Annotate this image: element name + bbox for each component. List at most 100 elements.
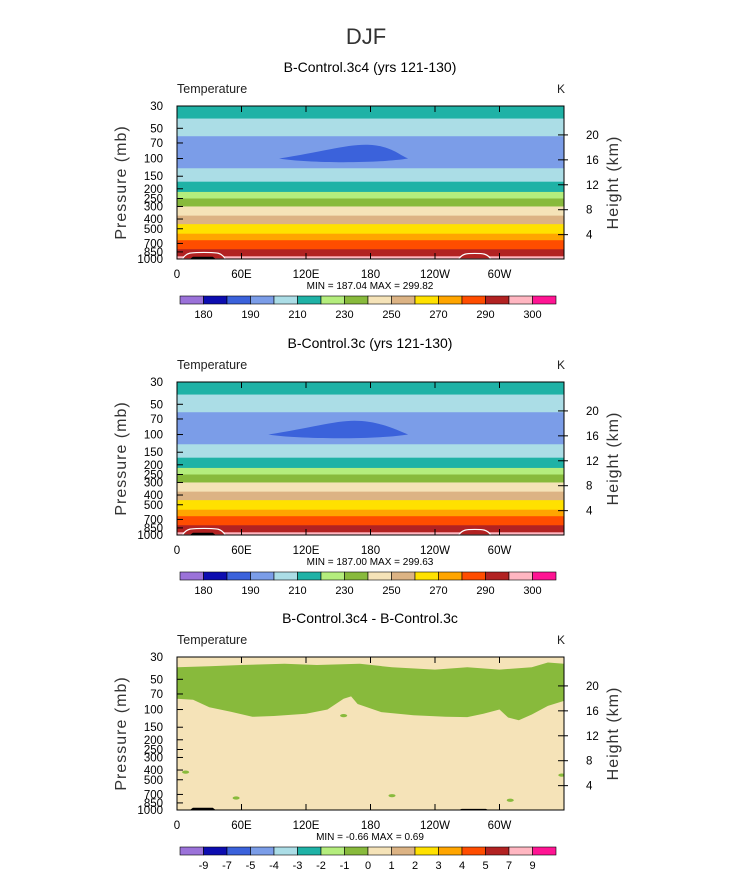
min-max-stats: MIN = -0.66 MAX = 0.69 bbox=[316, 832, 424, 843]
height-tick-label: 12 bbox=[586, 180, 599, 192]
pressure-tick-label: 850 bbox=[144, 523, 163, 535]
warm-surface-contour bbox=[458, 529, 491, 535]
y-axis-label: Pressure (mb) bbox=[113, 676, 130, 790]
pressure-tick-label: 150 bbox=[144, 171, 163, 183]
colorbar-label: 250 bbox=[382, 309, 400, 321]
contour-band bbox=[177, 500, 564, 511]
contour-band bbox=[177, 467, 564, 476]
right-axis-label: Height (km) bbox=[605, 687, 622, 781]
chart-panel-2: B-Control.3c (yrs 121-130) Temperature K 30… bbox=[113, 335, 622, 597]
contour-speck bbox=[182, 770, 190, 774]
contour-band bbox=[177, 198, 564, 207]
contour-band bbox=[177, 168, 564, 183]
contour-speck bbox=[506, 798, 514, 802]
contour-speck bbox=[558, 773, 564, 777]
panel-title: B-Control.3c (yrs 121-130) bbox=[288, 335, 453, 351]
colorbar-swatch bbox=[485, 571, 510, 581]
pressure-tick-label: 1000 bbox=[137, 530, 163, 542]
panel-title: B-Control.3c4 - B-Control.3c bbox=[282, 610, 458, 626]
longitude-tick-label: 120W bbox=[420, 269, 450, 281]
colorbar-swatch bbox=[297, 571, 322, 581]
height-tick-label: 4 bbox=[586, 781, 593, 793]
height-tick-label: 8 bbox=[586, 481, 592, 493]
contour-band bbox=[177, 191, 564, 200]
colorbar-swatch bbox=[320, 571, 345, 581]
pressure-tick-label: 400 bbox=[144, 214, 163, 226]
colorbar-swatch bbox=[203, 295, 228, 305]
height-tick-label: 20 bbox=[586, 681, 599, 693]
colorbar-swatch bbox=[508, 295, 533, 305]
plot-area bbox=[177, 382, 564, 535]
colorbar-swatch bbox=[461, 295, 486, 305]
colorbar-swatch bbox=[179, 571, 204, 581]
pressure-tick-label: 400 bbox=[144, 490, 163, 502]
longitude-tick-label: 120W bbox=[420, 545, 450, 557]
colorbar-swatch bbox=[438, 295, 463, 305]
longitude-tick-label: 120E bbox=[293, 269, 320, 281]
colorbar-swatch bbox=[461, 571, 486, 581]
plot-area bbox=[177, 106, 564, 259]
colorbar-swatch bbox=[508, 571, 533, 581]
colorbar-swatch bbox=[532, 846, 557, 856]
colorbar-swatch bbox=[532, 571, 557, 581]
panel-title: B-Control.3c4 (yrs 121-130) bbox=[284, 59, 457, 75]
pressure-tick-label: 250 bbox=[144, 194, 163, 206]
figure-title: DJF bbox=[346, 24, 386, 49]
plot-area bbox=[177, 657, 564, 810]
colorbar-label: 210 bbox=[288, 309, 306, 321]
right-axis-label: Height (km) bbox=[605, 412, 622, 506]
cold-core-contour bbox=[279, 144, 409, 163]
colorbar-swatch bbox=[273, 846, 298, 856]
contour-band bbox=[177, 233, 564, 241]
height-tick-label: 4 bbox=[586, 506, 593, 518]
longitude-tick-label: 180 bbox=[361, 820, 380, 832]
colorbar-swatch bbox=[414, 571, 439, 581]
units-label: K bbox=[557, 633, 565, 647]
colorbar-swatch bbox=[344, 295, 369, 305]
colorbar-swatch bbox=[320, 846, 345, 856]
colorbar-swatch bbox=[367, 295, 392, 305]
pressure-tick-label: 100 bbox=[144, 705, 163, 717]
colorbar-swatch bbox=[344, 571, 369, 581]
colorbar-swatch bbox=[297, 295, 322, 305]
colorbar-label: 180 bbox=[194, 585, 212, 597]
longitude-tick-label: 60W bbox=[488, 820, 512, 832]
contour-band bbox=[177, 106, 564, 120]
colorbar-swatch bbox=[179, 846, 204, 856]
colorbar-label: -4 bbox=[269, 860, 279, 872]
min-max-stats: MIN = 187.00 MAX = 299.63 bbox=[307, 557, 434, 568]
height-tick-label: 20 bbox=[586, 130, 599, 142]
longitude-tick-label: 60E bbox=[231, 545, 252, 557]
pressure-tick-label: 50 bbox=[150, 399, 163, 411]
colorbar-swatch bbox=[508, 846, 533, 856]
topography-mask bbox=[189, 256, 216, 259]
height-tick-label: 20 bbox=[586, 406, 599, 418]
pressure-tick-label: 250 bbox=[144, 745, 163, 757]
contour-band bbox=[177, 224, 564, 235]
contour-band bbox=[177, 240, 564, 250]
pressure-tick-label: 70 bbox=[150, 414, 163, 426]
contour-band bbox=[177, 118, 564, 137]
colorbar-swatch bbox=[414, 295, 439, 305]
colorbar-swatch bbox=[391, 846, 416, 856]
pressure-tick-label: 300 bbox=[144, 201, 163, 213]
colorbar-swatch bbox=[203, 846, 228, 856]
longitude-tick-label: 120E bbox=[293, 545, 320, 557]
pressure-tick-label: 300 bbox=[144, 752, 163, 764]
colorbar-label: 230 bbox=[335, 585, 353, 597]
pressure-tick-label: 200 bbox=[144, 460, 163, 472]
longitude-tick-label: 0 bbox=[174, 545, 180, 557]
pressure-tick-label: 50 bbox=[150, 123, 163, 135]
colorbar-swatch bbox=[273, 571, 298, 581]
height-tick-label: 16 bbox=[586, 706, 599, 718]
colorbar-swatch bbox=[226, 571, 251, 581]
colorbar-label: 300 bbox=[523, 309, 541, 321]
contour-band bbox=[177, 215, 564, 225]
colorbar-swatch bbox=[179, 295, 204, 305]
colorbar-swatch bbox=[391, 295, 416, 305]
contour-band bbox=[177, 491, 564, 501]
pressure-tick-label: 700 bbox=[144, 789, 163, 801]
contour-speck bbox=[388, 794, 396, 798]
longitude-tick-label: 60W bbox=[488, 269, 512, 281]
colorbar-label: 180 bbox=[194, 309, 212, 321]
